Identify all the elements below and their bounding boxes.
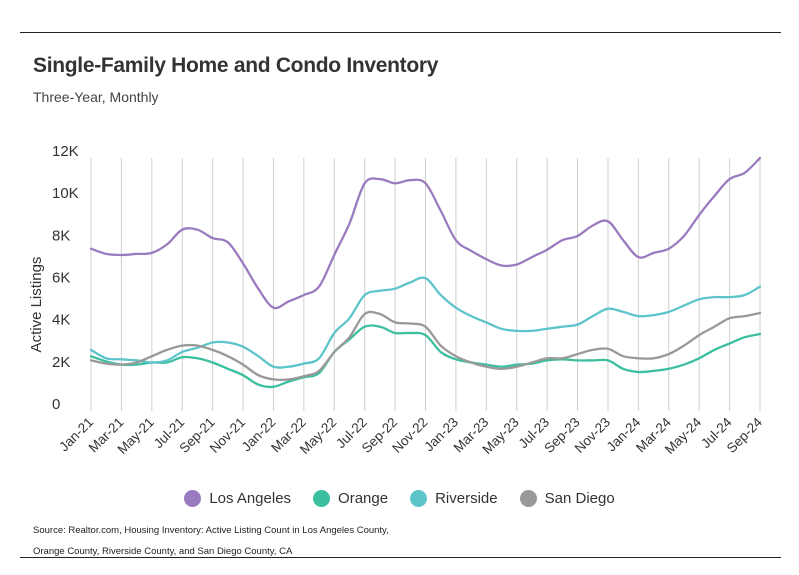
- legend-label: San Diego: [544, 490, 615, 507]
- legend-swatch: [519, 490, 537, 507]
- legend-swatch: [184, 490, 202, 507]
- y-tick-label: 4K: [52, 312, 70, 329]
- legend-item-riverside: Riverside: [410, 490, 498, 507]
- legend-label: Orange: [338, 490, 389, 507]
- legend-swatch: [410, 490, 428, 507]
- chart-legend: Los Angeles Orange Riverside San Diego: [0, 490, 799, 507]
- y-tick-label: 10K: [52, 185, 79, 202]
- y-axis-label: Active Listings: [28, 257, 45, 353]
- series-line-los-angeles: [89, 156, 762, 310]
- chart-title: Single-Family Home and Condo Inventory: [33, 54, 439, 77]
- series-line-san-diego: [89, 310, 762, 381]
- chart-subtitle: Three-Year, Monthly: [33, 89, 159, 105]
- y-tick-label: 6K: [52, 270, 70, 287]
- y-tick-label: 0: [52, 396, 60, 413]
- legend-item-san-diego: San Diego: [519, 490, 615, 507]
- line-chart: 02K4K6K8K10K12KJan-21Mar-21May-21Jul-21S…: [28, 143, 765, 457]
- legend-swatch: [313, 490, 331, 507]
- y-tick-label: 2K: [52, 354, 70, 371]
- legend-label: Los Angeles: [209, 490, 292, 507]
- legend-item-orange: Orange: [313, 490, 388, 507]
- series-line-orange: [89, 324, 762, 389]
- source-note: Source: Realtor.com, Housing Inventory: …: [33, 525, 389, 557]
- bottom-rule: [20, 557, 781, 558]
- legend-label: Riverside: [435, 490, 498, 507]
- top-rule: [20, 32, 781, 33]
- y-tick-label: 8K: [52, 227, 70, 244]
- y-tick-label: 12K: [52, 143, 79, 160]
- legend-item-los-angeles: Los Angeles: [184, 490, 291, 507]
